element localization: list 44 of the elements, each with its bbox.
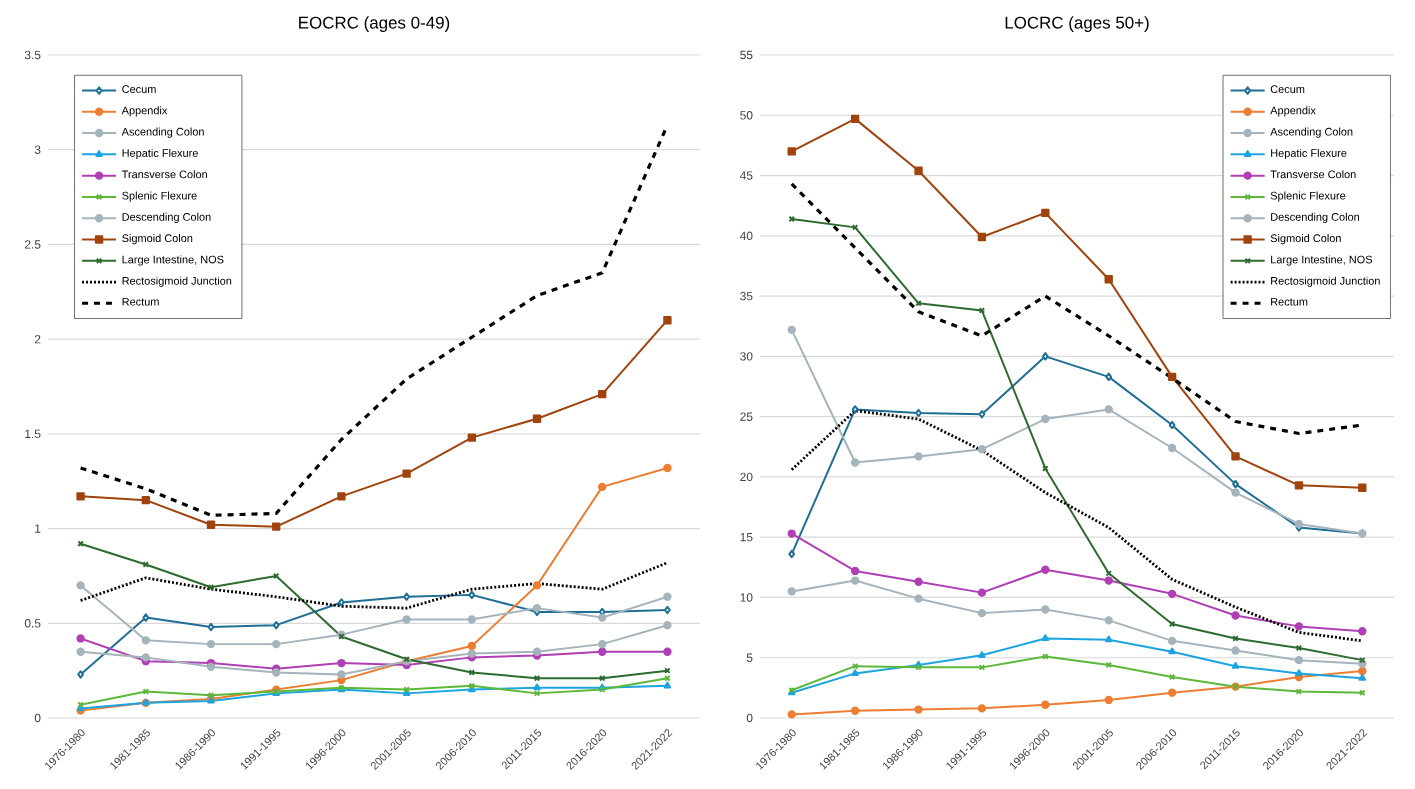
legend-label: Transverse Colon bbox=[121, 170, 208, 179]
legend-label: Cecum bbox=[122, 85, 156, 94]
y-tick-label: 25 bbox=[740, 412, 753, 421]
legend-label: Appendix bbox=[121, 106, 168, 117]
y-tick-label: 3 bbox=[34, 145, 41, 154]
legend-label: Hepatic Flexure bbox=[1271, 148, 1347, 160]
y-tick-label: 45 bbox=[739, 171, 753, 180]
y-tick-label: 50 bbox=[740, 111, 753, 120]
legend-label: Cecum bbox=[1270, 85, 1305, 94]
y-tick-label: 30 bbox=[740, 352, 753, 361]
y-tick-label: 35 bbox=[740, 291, 753, 301]
legend-label: Sigmoid Colon bbox=[1270, 234, 1341, 245]
legend-label: Sigmoid Colon bbox=[122, 234, 193, 245]
y-tick-label: 0.5 bbox=[24, 619, 41, 628]
y-tick-label: 1 bbox=[35, 524, 41, 533]
legend-label: Descending Colon bbox=[122, 212, 211, 224]
y-tick-label: 5 bbox=[746, 653, 753, 662]
legend-label: Descending Colon bbox=[1271, 212, 1360, 224]
legend-label: Large Intestine, NOS bbox=[1271, 255, 1373, 266]
legend-label: Rectum bbox=[122, 297, 159, 306]
legend-label: Splenic Flexure bbox=[1270, 191, 1346, 202]
y-tick-label: 2 bbox=[34, 334, 41, 344]
legend-label: Splenic Flexure bbox=[122, 191, 197, 202]
y-tick-label: 10 bbox=[740, 593, 753, 602]
legend-label: Rectosigmoid Junction bbox=[1271, 276, 1380, 287]
y-tick-label: 0 bbox=[34, 713, 41, 723]
legend-label: Rectosigmoid Junction bbox=[122, 276, 232, 287]
legend-label: Appendix bbox=[1270, 106, 1316, 117]
y-tick-label: 15 bbox=[740, 533, 753, 542]
y-tick-label: 2.5 bbox=[24, 240, 41, 249]
y-tick-label: 0 bbox=[746, 713, 753, 723]
legend-label: Large Intestine, NOS bbox=[122, 255, 224, 266]
chart-title: LOCRC (ages 50+) bbox=[1005, 16, 1149, 32]
y-tick-label: 20 bbox=[740, 472, 753, 482]
chart-title: EOCRC (ages 0-49) bbox=[299, 16, 450, 32]
y-tick-label: 3.5 bbox=[24, 50, 41, 60]
legend-label: Transverse Colon bbox=[1270, 170, 1356, 179]
y-tick-label: 55 bbox=[740, 50, 753, 60]
legend-label: Rectum bbox=[1271, 297, 1308, 306]
y-tick-label: 1.5 bbox=[25, 429, 41, 439]
y-tick-label: 40 bbox=[739, 231, 753, 241]
legend-label: Ascending Colon bbox=[1270, 127, 1353, 138]
legend-label: Ascending Colon bbox=[121, 127, 204, 138]
legend-label: Hepatic Flexure bbox=[122, 148, 198, 160]
